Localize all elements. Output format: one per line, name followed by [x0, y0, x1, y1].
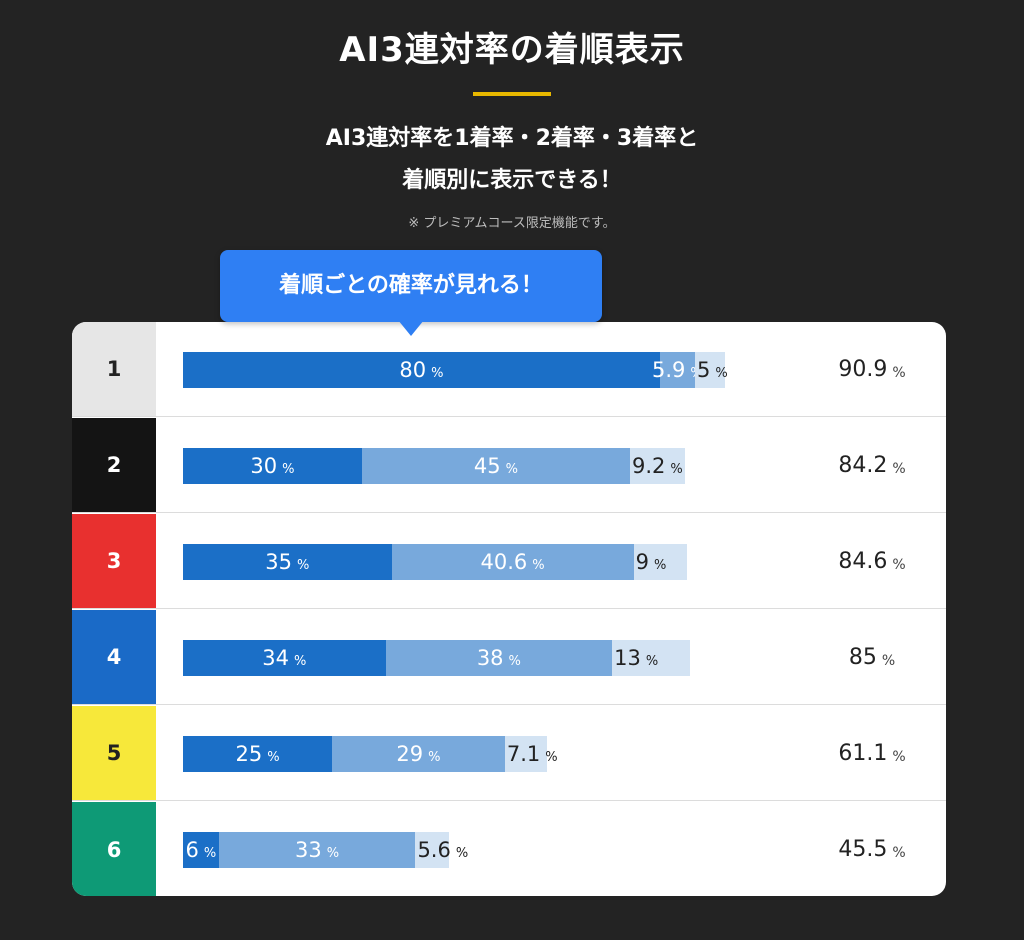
lane-number-label: 6 — [72, 802, 156, 896]
bar-value-label: 40.6 — [480, 550, 528, 574]
bar-value-label: 5.6 — [417, 838, 451, 862]
bar-value-label: 5 — [696, 358, 711, 382]
bar-segment-place-3: 5.6% — [415, 832, 468, 868]
finish-rate-chart: 180%5.9%5%90.9%230%45%9.2%84.2%335%40.6%… — [72, 322, 946, 896]
subtitle-line-1: AI3連対率を1着率・2着率・3着率と — [325, 126, 699, 151]
bar-value-label: 29 — [396, 742, 424, 766]
percent-unit-label: % — [545, 749, 558, 765]
chart-row: 3 35% 40.6% 9% 84.6% — [72, 514, 946, 609]
bar-value-label: 35 — [265, 550, 292, 574]
percent-unit-label: % — [428, 749, 441, 765]
percent-unit-label: % — [431, 365, 444, 381]
stacked-bar: 25% 29% 7.1% — [183, 736, 779, 772]
percent-unit-label: % — [455, 845, 469, 861]
percent-unit-label: % — [203, 845, 217, 861]
lane-number-label: 3 — [72, 514, 156, 608]
bar-value-label: 7.1 — [506, 742, 541, 766]
percent-unit-label: % — [892, 748, 906, 765]
bar-value-label: 33 — [295, 838, 322, 862]
total-value: 85 — [848, 645, 877, 670]
percent-unit-label: % — [326, 845, 340, 861]
stacked-bar: 80%5.9%5% — [183, 352, 779, 388]
bar-value-label: 30 — [250, 454, 278, 478]
stacked-bar: 35% 40.6% 9% — [183, 544, 779, 580]
bar-segment-place-3: 7.1% — [504, 736, 558, 772]
percent-unit-label: % — [282, 461, 295, 477]
chart-row: 5 25% 29% 7.1% 61.1% — [72, 706, 946, 801]
percent-unit-label: % — [715, 365, 728, 381]
lane-number-label: 1 — [72, 322, 156, 416]
bar-value-label: 9 — [635, 550, 649, 574]
bar-segment-place-2: 29% — [332, 736, 505, 772]
bar-value-label: 6 — [185, 838, 199, 862]
percent-unit-label: % — [294, 653, 307, 669]
percent-unit-label: % — [881, 652, 896, 669]
bar-segment-place-1: 80% — [183, 352, 660, 388]
total-rate-label: 85% — [812, 610, 932, 705]
bar-value-label: 45 — [473, 454, 501, 478]
bar-segment-place-2: 40.6% — [391, 544, 634, 580]
bar-value-label: 9.2 — [632, 454, 666, 478]
bar-segment-place-2: 33% — [218, 832, 416, 868]
total-value: 90.9 — [838, 357, 888, 382]
percent-unit-label: % — [670, 461, 683, 477]
callout-bubble: 着順ごとの確率が見れる！ — [220, 250, 602, 322]
bar-segment-place-3: 9.2% — [630, 448, 685, 484]
stacked-bar: 34% 38% 13% — [183, 640, 779, 676]
percent-unit-label: % — [267, 749, 280, 765]
bar-value-label: 34 — [262, 646, 289, 670]
chart-row: 4 34% 38% 13% 85% — [72, 610, 946, 705]
page-title: AI3連対率の着順表示 — [339, 30, 685, 70]
subtitle-line-2: 着順別に表示できる！ — [402, 168, 622, 193]
bar-segment-place-3: 9% — [633, 544, 688, 580]
bar-segment-place-2: 38% — [385, 640, 613, 676]
total-rate-label: 61.1% — [812, 706, 932, 801]
stacked-bar: 30% 45% 9.2% — [183, 448, 779, 484]
bar-value-label: 25 — [235, 742, 263, 766]
lane-number-label: 2 — [72, 418, 156, 512]
stacked-bar: 6% 33% 5.6% — [183, 832, 779, 868]
percent-unit-label: % — [532, 557, 545, 573]
bar-value-label: 38 — [476, 646, 504, 670]
bar-segment-place-2: 5.9% — [652, 352, 703, 388]
chart-row: 6 6% 33% 5.6% 45.5% — [72, 802, 946, 896]
bar-value-label: 13 — [614, 646, 641, 670]
percent-unit-label: % — [505, 461, 518, 477]
premium-note: ※ プレミアムコース限定機能です。 — [408, 216, 616, 231]
bar-segment-place-1: 6% — [183, 832, 219, 868]
chart-row: 180%5.9%5%90.9% — [72, 322, 946, 417]
percent-unit-label: % — [653, 557, 667, 573]
percent-unit-label: % — [892, 556, 906, 573]
total-value: 84.6 — [838, 549, 888, 574]
bar-segment-place-3: 13% — [612, 640, 690, 676]
chart-row: 2 30% 45% 9.2% 84.2% — [72, 418, 946, 513]
percent-unit-label: % — [296, 557, 310, 573]
bar-segment-place-2: 45% — [361, 448, 630, 484]
bar-segment-place-1: 34% — [183, 640, 386, 676]
total-value: 84.2 — [838, 453, 888, 478]
bar-segment-place-1: 35% — [183, 544, 392, 580]
total-rate-label: 45.5% — [812, 802, 932, 896]
bar-value-label: 5.9 — [652, 358, 686, 382]
bar-segment-place-1: 30% — [183, 448, 362, 484]
title-underline — [473, 92, 551, 96]
lane-number-label: 4 — [72, 610, 156, 704]
total-value: 61.1 — [838, 741, 888, 766]
total-rate-label: 84.6% — [812, 514, 932, 609]
percent-unit-label: % — [892, 460, 906, 477]
bar-segment-place-3: 5% — [694, 352, 728, 388]
total-rate-label: 90.9% — [812, 322, 932, 417]
total-rate-label: 84.2% — [812, 418, 932, 513]
percent-unit-label: % — [508, 653, 521, 669]
bar-value-label: 80 — [399, 358, 427, 382]
percent-unit-label: % — [892, 844, 906, 861]
percent-unit-label: % — [645, 653, 659, 669]
lane-number-label: 5 — [72, 706, 156, 800]
bar-segment-place-1: 25% — [183, 736, 332, 772]
callout-tail — [398, 320, 424, 336]
total-value: 45.5 — [838, 837, 888, 862]
percent-unit-label: % — [892, 364, 906, 381]
